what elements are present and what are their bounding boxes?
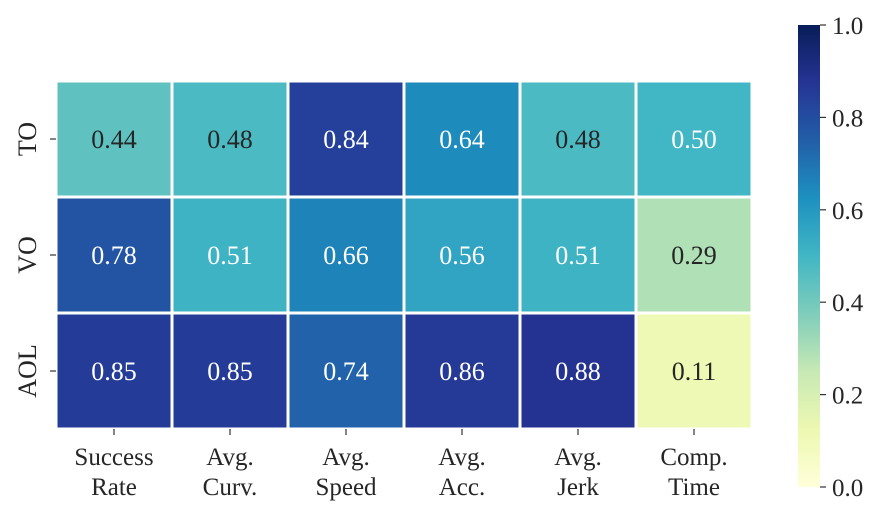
heatmap-cell-vo-3 bbox=[405, 198, 519, 312]
column-label-5-line-0: Comp. bbox=[660, 444, 727, 471]
heatmap-cell-to-0 bbox=[57, 82, 171, 196]
colorbar: 0.0 0.2 0.4 0.6 0.8 1.0 bbox=[798, 13, 864, 502]
cell-value-label: 0.88 bbox=[555, 357, 601, 386]
column-label-5-line-1: Time bbox=[668, 474, 720, 501]
column-label-0-line-1: Rate bbox=[91, 474, 137, 501]
cell-value-label: 0.11 bbox=[672, 357, 717, 386]
cell-value-label: 0.86 bbox=[439, 357, 485, 386]
row-label-vo: VO bbox=[13, 236, 42, 274]
colorbar-tick-label: 0.6 bbox=[832, 198, 863, 225]
column-label-4-line-1: Jerk bbox=[557, 474, 599, 501]
colorbar-tick-label: 0.0 bbox=[832, 475, 863, 502]
cell-value-label: 0.44 bbox=[91, 125, 137, 154]
heatmap-cell-aol-1 bbox=[173, 314, 287, 428]
column-label-1-line-0: Avg. bbox=[206, 444, 253, 471]
cell-value-label: 0.85 bbox=[91, 357, 137, 386]
cell-value-label: 0.74 bbox=[323, 357, 369, 386]
heatmap-cell-vo-0 bbox=[57, 198, 171, 312]
column-label-0-line-0: Success bbox=[74, 444, 153, 471]
column-label-2-line-1: Speed bbox=[315, 474, 377, 501]
cell-value-label: 0.84 bbox=[323, 125, 369, 154]
heatmap-cell-aol-4 bbox=[521, 314, 635, 428]
cell-value-label: 0.51 bbox=[555, 241, 601, 270]
column-label-4-line-0: Avg. bbox=[554, 444, 601, 471]
colorbar-tick-label: 0.4 bbox=[832, 290, 864, 317]
row-label-to: TO bbox=[13, 122, 42, 156]
heatmap-cell-vo-2 bbox=[289, 198, 403, 312]
heatmap-cell-to-1 bbox=[173, 82, 287, 196]
colorbar-gradient bbox=[798, 25, 820, 487]
cell-value-label: 0.50 bbox=[671, 125, 717, 154]
column-label-3-line-1: Acc. bbox=[439, 474, 486, 501]
heatmap-cell-to-5 bbox=[637, 82, 751, 196]
heatmap-cell-vo-5 bbox=[637, 198, 751, 312]
cell-value-label: 0.56 bbox=[439, 241, 485, 270]
column-labels: Success Rate Avg. Curv. Avg. Speed Avg. Acc. Avg… bbox=[74, 429, 728, 501]
cell-value-label: 0.48 bbox=[555, 125, 601, 154]
heatmap-cell-vo-4 bbox=[521, 198, 635, 312]
heatmap-cell-aol-5 bbox=[637, 314, 751, 428]
column-label-3-line-0: Avg. bbox=[438, 444, 485, 471]
cell-value-label: 0.48 bbox=[207, 125, 253, 154]
column-label-2-line-0: Avg. bbox=[322, 444, 369, 471]
heatmap-cell-aol-3 bbox=[405, 314, 519, 428]
cell-value-label: 0.78 bbox=[91, 241, 137, 270]
cell-value-label: 0.64 bbox=[439, 125, 485, 154]
column-label-1-line-1: Curv. bbox=[203, 474, 258, 501]
heatmap-cell-to-3 bbox=[405, 82, 519, 196]
colorbar-tick-label: 0.2 bbox=[832, 383, 863, 410]
row-labels: TO VO AOL bbox=[13, 122, 56, 398]
heatmap-cell-vo-1 bbox=[173, 198, 287, 312]
heatmap-cell-aol-0 bbox=[57, 314, 171, 428]
cell-value-label: 0.85 bbox=[207, 357, 253, 386]
colorbar-tick-label: 0.8 bbox=[832, 105, 863, 132]
heatmap-cell-to-2 bbox=[289, 82, 403, 196]
colorbar-tick-label: 1.0 bbox=[832, 13, 863, 40]
cell-value-label: 0.66 bbox=[323, 241, 369, 270]
cell-value-label: 0.29 bbox=[671, 241, 717, 270]
heatmap-cell-to-4 bbox=[521, 82, 635, 196]
heatmap-cells: 0.44 0.48 0.84 0.64 0.48 0.50 0.78 0.51 0.66 0.56… bbox=[57, 82, 751, 428]
cell-value-label: 0.51 bbox=[207, 241, 253, 270]
row-label-aol: AOL bbox=[13, 344, 42, 397]
heatmap-cell-aol-2 bbox=[289, 314, 403, 428]
